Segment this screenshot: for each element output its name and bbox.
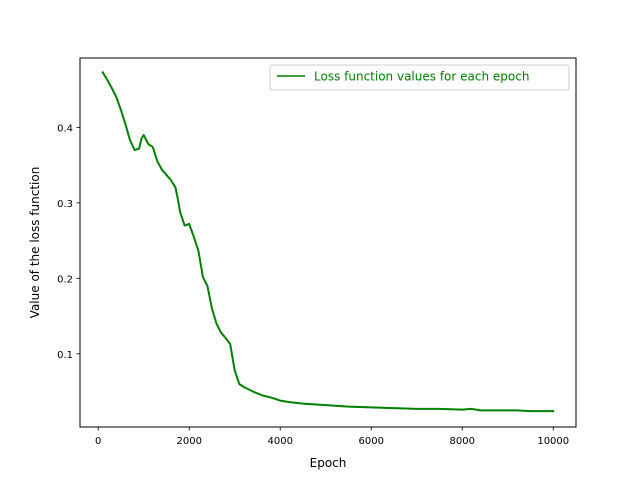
x-axis-label: Epoch [310, 456, 347, 470]
x-tick-label: 6000 [359, 436, 384, 447]
y-tick-label: 0.1 [57, 350, 73, 361]
x-tick-label: 2000 [176, 436, 201, 447]
x-tick-label: 4000 [267, 436, 292, 447]
x-tick-label: 8000 [450, 436, 475, 447]
y-tick-label: 0.3 [57, 199, 73, 210]
x-tick-label: 0 [95, 436, 101, 447]
legend: Loss function values for each epoch [269, 64, 570, 91]
series-layer [101, 70, 555, 413]
y-axis-ticks: 0.1 0.2 0.3 0.4 [57, 123, 80, 361]
loss-series-line [101, 70, 555, 413]
y-tick-label: 0.4 [57, 123, 73, 134]
x-tick-label: 10000 [537, 436, 569, 447]
y-tick-label: 0.2 [57, 274, 73, 285]
legend-box [269, 64, 570, 91]
y-axis-label: Value of the loss function [28, 167, 42, 319]
plot-area [80, 58, 576, 427]
legend-label: Loss function values for each epoch [314, 70, 529, 84]
plot-frame [79, 57, 577, 428]
x-axis-ticks: 0 2000 4000 6000 8000 10000 [95, 427, 569, 447]
